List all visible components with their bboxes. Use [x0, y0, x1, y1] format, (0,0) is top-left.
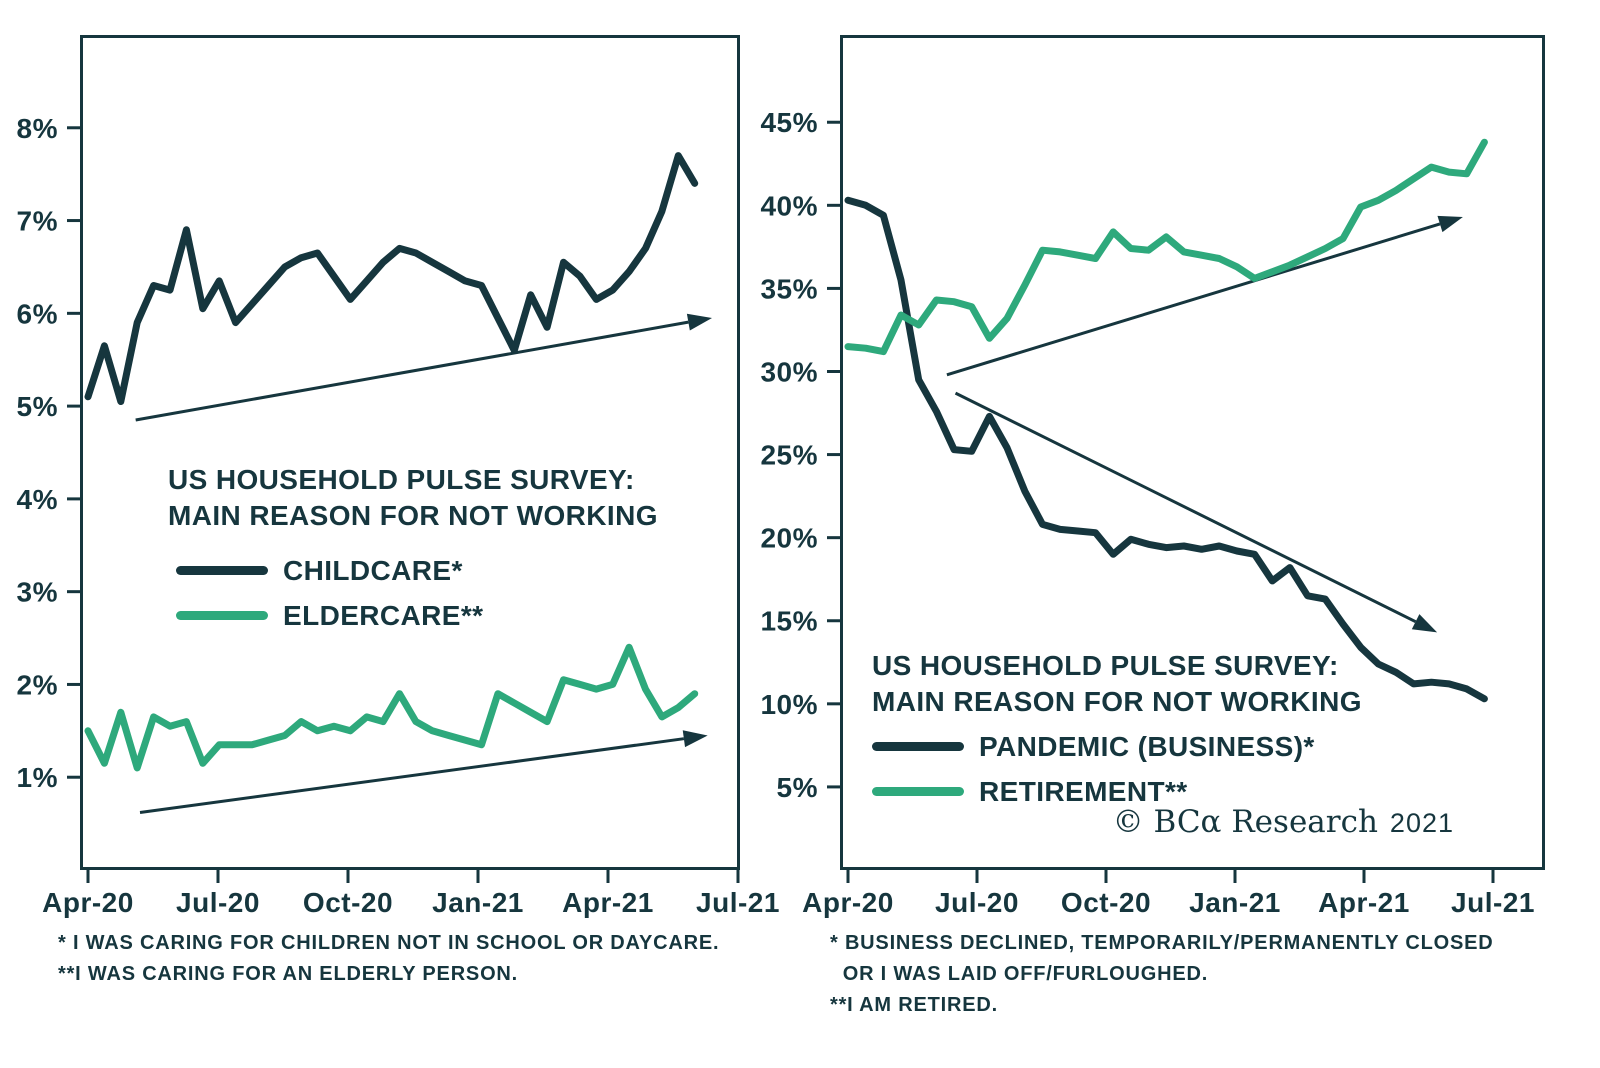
right-chart-footnotes: * BUSINESS DECLINED, TEMPORARILY/PERMANE… — [830, 928, 1494, 1021]
chart-1: 5% 10% 15% 20% 25% 30% 35% 40% 45% Apr-20 Jul-20 Oc… — [760, 35, 1545, 918]
x-axis-tick-label: Oct-20 — [303, 887, 393, 918]
series-line-green — [844, 138, 1488, 356]
x-axis-tick-label: Jan-21 — [1189, 887, 1281, 918]
x-axis-tick-label: Jan-21 — [432, 887, 524, 918]
trend-arrow-shaft — [135, 320, 689, 422]
legend-label: PANDEMIC (BUSINESS)* — [979, 730, 1315, 762]
chart-0: 1% 2% 3% 4% 5% 6% 7% 8% Apr-20 Jul-20 Oct-20 Jan-21… — [17, 35, 780, 918]
y-axis-tick-label: 3% — [17, 577, 58, 608]
left-chart-footnotes: * I WAS CARING FOR CHILDREN NOT IN SCHOO… — [58, 928, 719, 990]
y-axis-tick-label: 30% — [760, 356, 818, 387]
y-axis-tick-label: 4% — [17, 484, 58, 515]
left-chart-legend: CHILDCARE* ELDERCARE** — [176, 548, 483, 638]
plot-frame — [80, 35, 740, 870]
y-axis-tick-label: 1% — [17, 762, 58, 793]
copyright: © BCα Research 2021 — [1113, 804, 1454, 840]
legend-swatch-dark — [872, 742, 964, 751]
x-axis-tick-label: Apr-20 — [42, 887, 134, 918]
trend-arrow-head — [686, 313, 712, 331]
trend-arrow-head — [1411, 614, 1438, 633]
x-axis-tick-label: Oct-20 — [1061, 887, 1151, 918]
left-chart-title: US HOUSEHOLD PULSE SURVEY: MAIN REASON F… — [168, 464, 658, 532]
y-axis-tick-label: 10% — [760, 689, 818, 720]
y-axis-tick-label: 5% — [17, 391, 58, 422]
series-line-dark — [84, 152, 699, 405]
y-axis-tick-label: 20% — [760, 523, 818, 554]
x-axis-tick-label: Jul-20 — [935, 887, 1019, 918]
trend-arrow-head — [1437, 215, 1463, 233]
y-axis-tick-label: 5% — [777, 772, 818, 803]
legend-item: CHILDCARE* — [176, 548, 483, 593]
plot-frame — [840, 35, 1545, 870]
footnote-line: * I WAS CARING FOR CHILDREN NOT IN SCHOO… — [58, 932, 720, 954]
trend-arrow-shaft — [946, 222, 1441, 377]
legend-item: ELDERCARE** — [176, 593, 483, 638]
bca-research-logo-text: © BCα Research — [1112, 804, 1378, 840]
y-axis-tick-label: 8% — [17, 113, 58, 144]
right-chart-title: US HOUSEHOLD PULSE SURVEY: MAIN REASON F… — [872, 650, 1362, 718]
copyright-year: 2021 — [1389, 808, 1454, 838]
x-axis-tick-label: Jul-21 — [696, 887, 780, 918]
series-line-green — [84, 643, 699, 772]
footnote-line: **I WAS CARING FOR AN ELDERLY PERSON. — [58, 963, 519, 985]
right-chart-legend: PANDEMIC (BUSINESS)* RETIREMENT** — [872, 724, 1315, 814]
y-axis-tick-label: 40% — [760, 190, 818, 221]
footnote-line: **I AM RETIRED. — [830, 994, 998, 1016]
trend-arrow-shaft — [139, 737, 685, 814]
legend-item: RETIREMENT** — [872, 769, 1315, 814]
series-line-dark — [844, 196, 1488, 703]
footnote-line: * BUSINESS DECLINED, TEMPORARILY/PERMANE… — [830, 932, 1494, 954]
legend-swatch-green — [176, 611, 268, 620]
legend-label: ELDERCARE** — [283, 599, 484, 631]
x-axis-tick-label: Jul-21 — [1451, 887, 1535, 918]
legend-item: PANDEMIC (BUSINESS)* — [872, 724, 1315, 769]
legend-label: CHILDCARE* — [283, 554, 463, 586]
x-axis-tick-label: Jul-20 — [176, 887, 260, 918]
trend-arrow-shaft — [954, 391, 1417, 624]
y-axis-tick-label: 15% — [760, 606, 818, 637]
y-axis-tick-label: 45% — [760, 107, 818, 138]
y-axis-tick-label: 7% — [17, 206, 58, 237]
legend-label: RETIREMENT** — [979, 775, 1188, 807]
x-axis-tick-label: Apr-20 — [802, 887, 894, 918]
y-axis-tick-label: 35% — [760, 273, 818, 304]
x-axis-tick-label: Apr-21 — [1318, 887, 1410, 918]
x-axis-tick-label: Apr-21 — [562, 887, 654, 918]
y-axis-tick-label: 6% — [17, 298, 58, 329]
trend-arrow-head — [682, 730, 708, 748]
legend-swatch-dark — [176, 566, 268, 575]
legend-swatch-green — [872, 787, 964, 796]
footnote-line: OR I WAS LAID OFF/FURLOUGHED. — [830, 963, 1209, 985]
y-axis-tick-label: 25% — [760, 440, 818, 471]
y-axis-tick-label: 2% — [17, 669, 58, 700]
